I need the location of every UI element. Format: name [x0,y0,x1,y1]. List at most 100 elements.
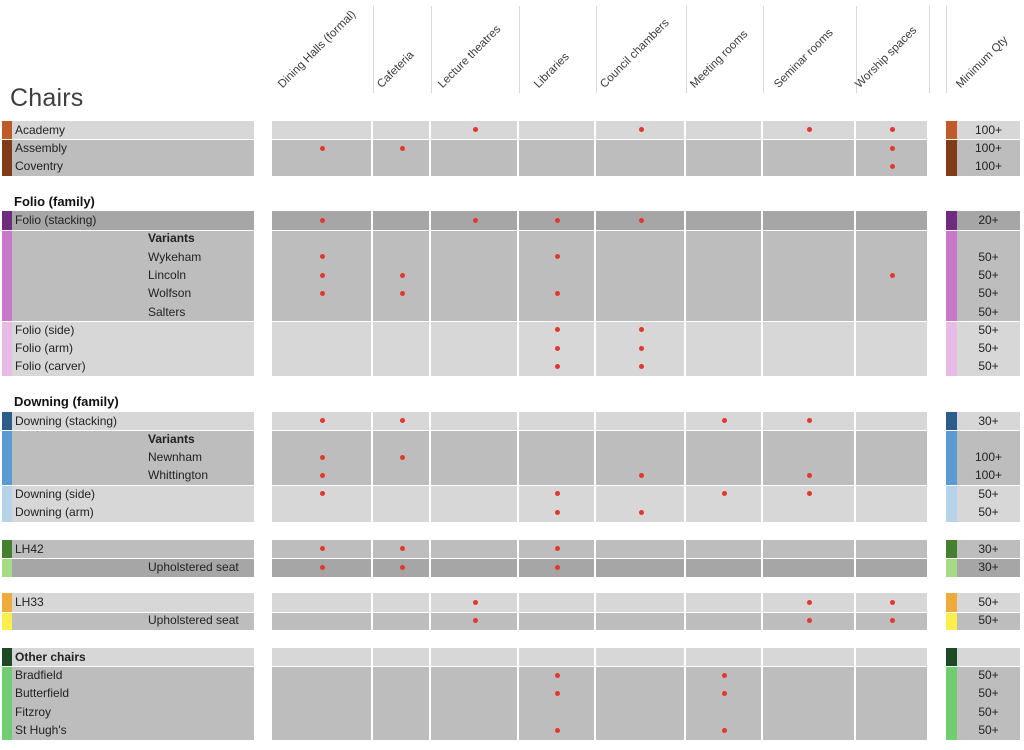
suitability-dot-seminar-rooms [807,127,812,133]
matrix-cell [373,431,429,449]
matrix-cell [596,157,684,176]
row-label-lincoln: Lincoln [148,267,187,282]
suitability-dot-meeting-rooms [722,727,727,733]
suitability-dot-dining-halls-formal [320,546,325,552]
suitability-dot-seminar-rooms [807,491,812,497]
row-label-other-chairs: Other chairs [15,649,86,664]
matrix-cell [272,357,371,377]
qty-cell-background [957,322,1020,340]
matrix-cell [686,431,761,449]
row-label-whittington: Whittington [148,468,209,483]
row-label-background [12,140,254,158]
row-label-background [12,431,254,449]
row-label-background [12,265,254,285]
matrix-cell [519,120,594,140]
matrix-cell [431,684,517,704]
matrix-cell [272,721,371,740]
matrix-cell [373,612,429,630]
suitability-dot-libraries [555,509,560,515]
matrix-cell [763,157,854,176]
matrix-cell [272,339,371,358]
suitability-dot-libraries [555,691,560,697]
category-color-strip [2,559,12,577]
suitability-dot-libraries [555,546,560,552]
suitability-dot-libraries [555,491,560,497]
category-color-strip [2,302,12,322]
qty-color-strip [946,503,957,522]
matrix-cell [519,448,594,467]
row-label-coventry: Coventry [15,159,64,174]
matrix-cell [519,612,594,630]
matrix-cell [431,265,517,285]
qty-color-strip [946,431,957,449]
matrix-cell [686,539,761,559]
column-separator [763,6,764,93]
matrix-cell [431,140,517,158]
matrix-cell [763,647,854,667]
matrix-cell [519,265,594,285]
qty-color-strip [946,339,957,358]
suitability-dot-dining-halls-formal [320,145,325,151]
matrix-cell [686,559,761,577]
matrix-cell [686,357,761,377]
qty-color-strip [946,721,957,740]
row-label-wykeham: Wykeham [148,249,202,264]
suitability-dot-seminar-rooms [807,418,812,424]
matrix-cell [519,593,594,612]
suitability-dot-council-chambers [638,217,644,223]
min-qty-value: 30+ [978,559,999,574]
matrix-cell [596,140,684,158]
column-header-minimum-qty: Minimum Qty [953,34,1011,91]
matrix-cell [431,721,517,740]
matrix-cell [431,431,517,449]
qty-cell-background [957,357,1020,377]
matrix-cell [763,684,854,704]
matrix-cell [596,448,684,467]
row-label-st-hugh-s: St Hugh's [15,723,67,737]
matrix-cell [686,339,761,358]
min-qty-value: 50+ [978,704,999,719]
row-label-salters: Salters [148,304,186,319]
qty-cell-background [957,247,1020,267]
min-qty-value: 100+ [974,122,1003,137]
matrix-cell [763,503,854,522]
qty-color-strip [946,539,957,559]
matrix-cell [373,247,429,267]
matrix-cell [596,485,684,504]
matrix-cell [686,593,761,612]
qty-cell-background [957,265,1020,285]
column-header-lecture-theatres: Lecture theatres [435,23,503,91]
matrix-cell [519,140,594,158]
matrix-cell [373,503,429,522]
suitability-dot-worship-spaces [890,599,895,605]
suitability-dot-seminar-rooms [807,599,812,605]
row-label-assembly: Assembly [15,140,68,155]
row-label-background [12,559,254,577]
min-qty-value: 50+ [978,322,999,337]
matrix-cell [373,211,429,230]
section-header-downing-family: Downing (family) [14,394,119,409]
category-color-strip [2,339,12,358]
qty-color-strip [946,357,957,377]
matrix-cell [272,230,371,248]
matrix-cell [431,247,517,267]
min-qty-value: 30+ [978,413,999,428]
category-color-strip [2,448,12,467]
matrix-cell [763,140,854,158]
min-qty-value: 50+ [978,686,999,701]
matrix-cell [596,684,684,704]
matrix-cell [272,667,371,685]
matrix-cell [856,431,927,449]
column-separator [929,6,930,93]
suitability-dot-lecture-theatres [472,127,478,133]
matrix-cell [596,265,684,285]
qty-color-strip [946,647,957,667]
category-color-strip [2,411,12,431]
qty-color-strip [946,265,957,285]
matrix-cell [596,247,684,267]
matrix-cell [431,411,517,431]
matrix-cell [686,284,761,303]
row-label-background [12,612,254,630]
matrix-cell [763,431,854,449]
